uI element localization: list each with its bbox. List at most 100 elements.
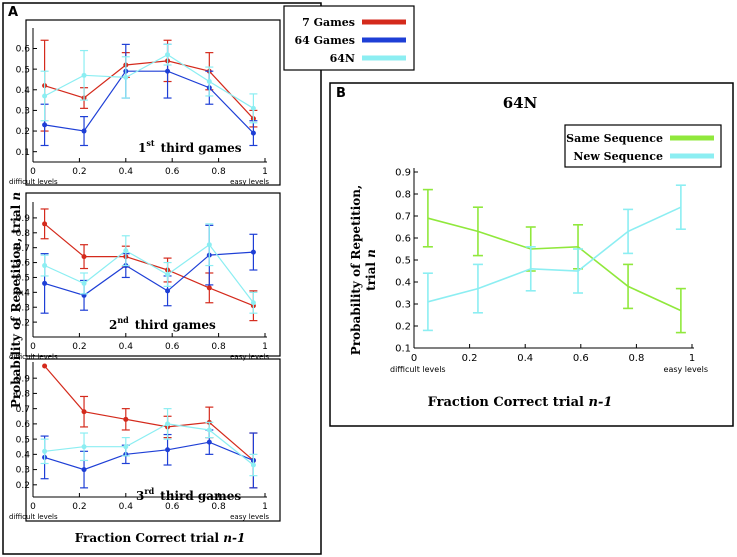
a1-y-tick-label: 0.2 [16,127,30,137]
a2-7-games-data-point [206,285,212,291]
a1-64-games-series-line [44,70,254,134]
panel-a-xlabel: Fraction Correct trial n-1 [75,531,246,545]
a1-easy-levels-label: easy levels [230,178,269,186]
a2-y-tick-label: 0.8 [16,229,31,239]
a1-64n-data-point [42,93,48,99]
a1-y-tick-label: 0.5 [16,65,30,75]
b-same-sequence-series-line [427,217,682,312]
b-y-tick-label: 0.4 [395,278,411,289]
panel-a-label: A [8,5,18,20]
a2-y-tick-label: 0.4 [16,288,31,298]
legend-64n-label: 64N [330,52,355,65]
a2-7-games-data-point [42,221,48,227]
a1-64-games-data-point [250,130,256,136]
legend-same-sequence-label: Same Sequence [566,132,663,145]
a3-64-games-series-line [44,441,254,471]
a2-x-tick-label: 0 [30,342,36,352]
a2-y-tick-label: 0.5 [16,274,30,284]
a3-x-tick-label: 0.8 [211,502,226,512]
a2-difficult-levels-label: difficult levels [9,353,58,361]
a3-y-tick-label: 0.3 [16,466,30,476]
b-x-tick-label: 0.8 [628,353,644,364]
a2-x-tick-label: 0.6 [165,342,180,352]
a1-x-tick-label: 0.6 [165,167,180,177]
subplot-a1-title: 1st third games [138,138,242,155]
a3-y-tick-label: 0.9 [16,374,31,384]
a1-x-tick-label: 1 [262,167,268,177]
plot-a1: 0.1 0.2 0.3 0.4 0.5 0.6 0 0.2 0.4 0.6 0.8 1 difficul… [9,28,269,186]
a3-7-games-data-point [81,409,87,415]
plot-a3: 0.2 0.3 0.4 0.5 0.6 0.7 0.8 0.9 0 0.2 0.4 0.6 0.8 1 di… [9,362,269,521]
b-new-sequence-series-line [427,206,682,303]
panel-a-frame [2,2,322,555]
a3-y-tick-label: 0.8 [16,390,31,400]
a1-64n-data-point [165,52,171,58]
subplot-a1-frame [25,19,281,186]
a3-64n-data-point [81,444,87,450]
a2-7-games-data-point [81,254,87,260]
a1-64n-data-point [250,105,256,111]
panel-b-legend: Same Sequence New Sequence [564,124,722,168]
a3-64n-data-point [250,462,256,468]
legend-7games-label: 7 Games [302,16,355,29]
panel-b-xlabel: Fraction Correct trial n-1 [428,395,613,410]
a2-7-games-series-line [44,223,254,307]
b-x-tick-label: 0.2 [462,353,478,364]
a1-7-games-series-line [44,60,254,120]
a3-64n-data-point [123,444,129,450]
a1-64-games-data-point [165,68,171,74]
a3-y-tick-label: 0.6 [16,420,31,430]
a3-64n-series-line [44,423,254,466]
panel-b-ylabel-line2: trial n [364,249,378,291]
b-x-tick-label: 0 [411,353,417,364]
a2-64-games-data-point [250,249,256,255]
b-y-tick-label: 0.1 [395,344,411,355]
b-x-tick-label: 0.6 [573,353,589,364]
a2-x-tick-label: 0.4 [119,342,134,352]
a1-x-tick-label: 0.8 [211,167,226,177]
subplot-a2-title: 2nd third games [109,315,216,332]
a2-x-tick-label: 0.2 [72,342,86,352]
a2-64n-data-point [165,271,171,277]
b-x-tick-label: 0.4 [517,353,533,364]
plot-b: 0.1 0.2 0.3 0.4 0.5 0.6 0.7 0.8 0.9 0 0.2 0.4 0.6 0.8… [390,168,708,375]
a3-difficult-levels-label: difficult levels [9,513,58,521]
a3-y-tick-label: 0.7 [16,405,30,415]
a1-64n-data-point [81,72,87,78]
subplot-a3-title: 3rd third games [136,486,241,503]
panel-b-title: 64N [503,94,538,112]
a2-64n-data-point [206,242,212,248]
a3-x-tick-label: 0.2 [72,502,86,512]
a2-64n-series-line [44,243,254,304]
a1-64-games-data-point [42,122,48,128]
a2-x-tick-label: 0.8 [211,342,226,352]
b-y-tick-label: 0.9 [395,168,411,179]
a3-7-games-data-point [42,363,48,369]
a3-7-games-data-point [123,416,129,422]
subplot-a2-frame [25,192,281,357]
a2-easy-levels-label: easy levels [230,353,269,361]
a3-64-games-data-point [206,439,212,445]
b-difficult-levels-label: difficult levels [390,365,446,374]
b-y-tick-label: 0.5 [395,256,411,267]
panel-a-legend: 7 Games 64 Games 64N [283,5,415,71]
panel-a-ylabel: Probability of Repetition, trial n [9,192,23,408]
panel-b-label: B [336,86,346,101]
a1-x-tick-label: 0 [30,167,36,177]
a3-easy-levels-label: easy levels [230,513,269,521]
a3-x-tick-label: 0.4 [119,502,134,512]
a1-y-tick-label: 0.1 [16,148,30,158]
legend-64games-label: 64 Games [295,34,356,47]
a3-64n-data-point [42,448,48,454]
panel-b-legend-box [564,124,722,168]
a1-y-tick-label: 0.6 [16,45,31,55]
a3-x-tick-label: 1 [262,502,268,512]
b-y-tick-label: 0.6 [395,234,411,245]
a1-y-tick-label: 0.3 [16,107,30,117]
a2-64n-data-point [250,300,256,306]
a1-x-tick-label: 0.2 [72,167,86,177]
a2-64n-data-point [123,248,129,254]
panel-b-frame [329,82,734,427]
a3-7-games-series-line [44,365,254,461]
